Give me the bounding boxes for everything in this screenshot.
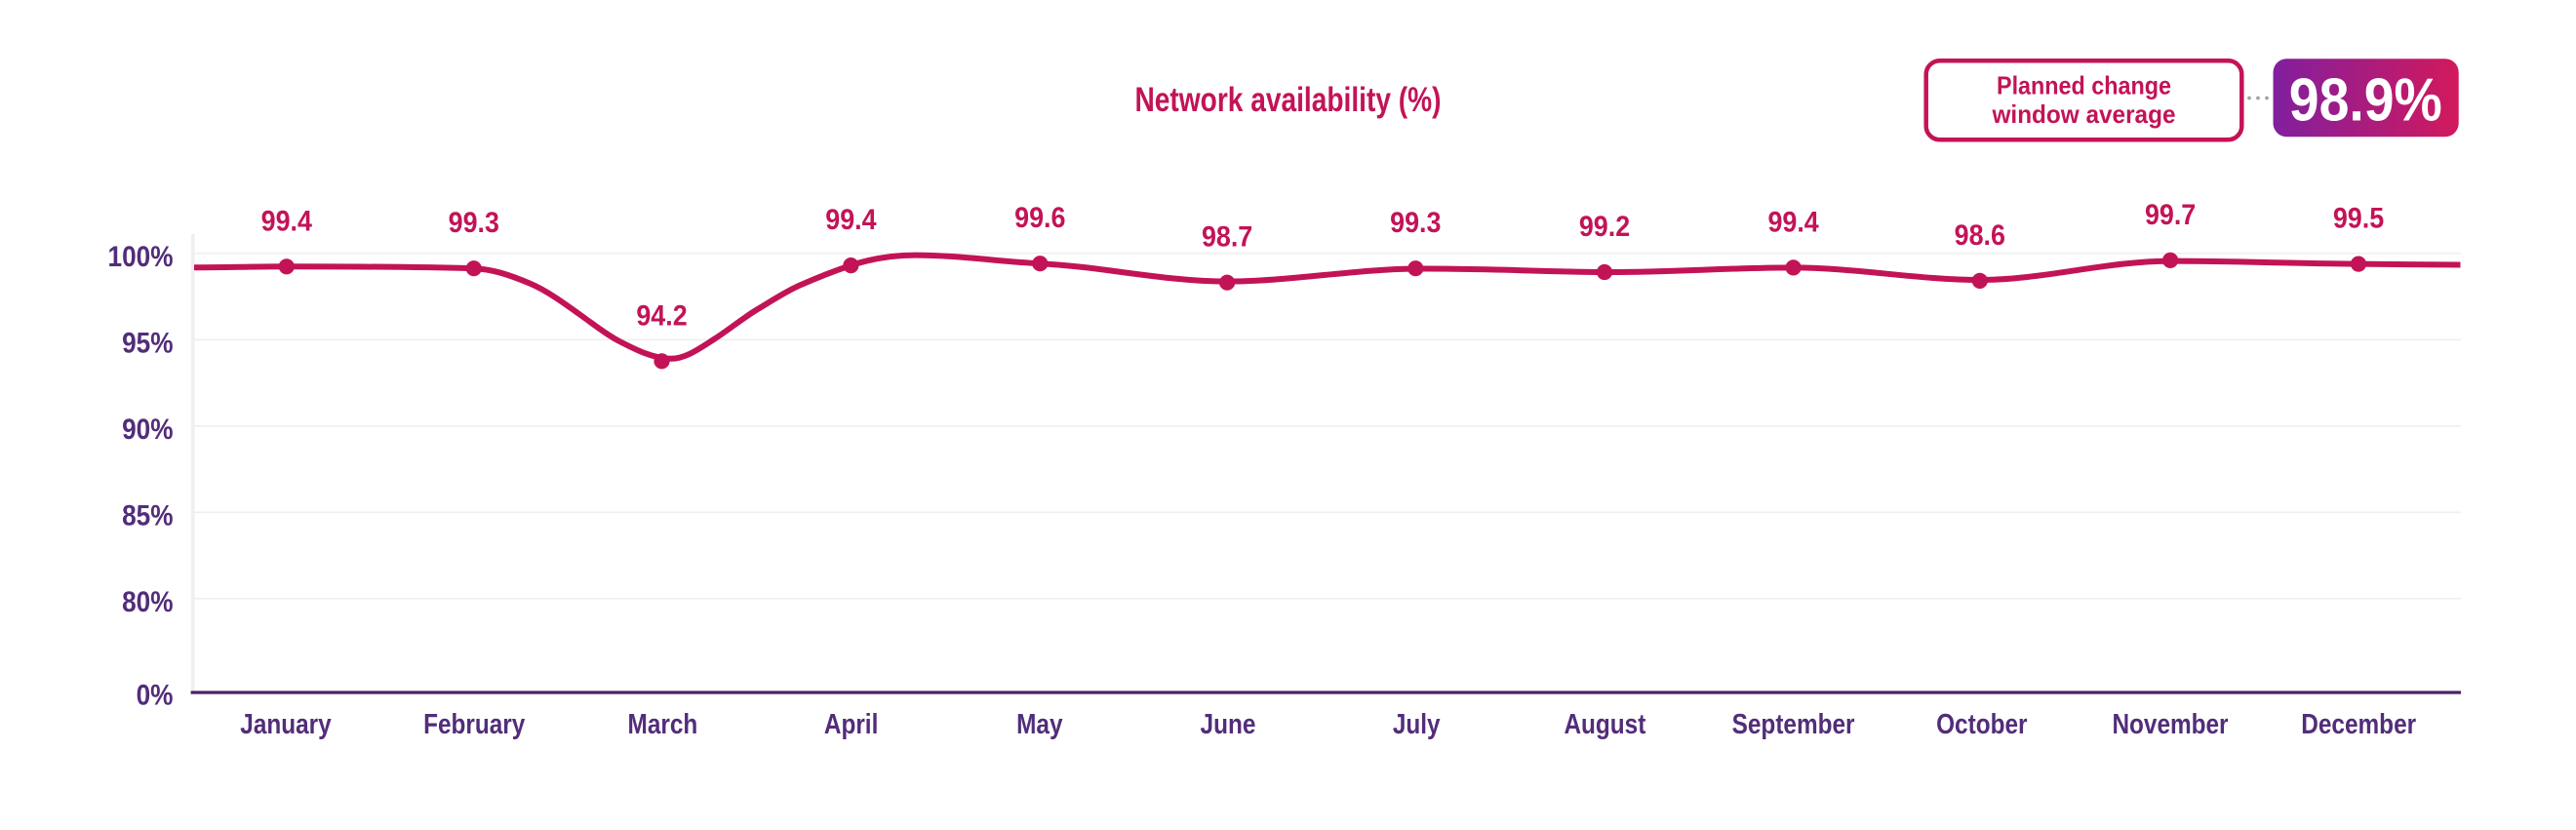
svg-text:99.3: 99.3 [1390,207,1441,239]
svg-text:Network availability (%): Network availability (%) [1135,81,1442,119]
svg-text:99.3: 99.3 [449,207,499,239]
svg-text:99.6: 99.6 [1014,202,1065,234]
svg-text:February: February [423,709,525,740]
svg-text:100%: 100% [108,241,174,273]
svg-text:May: May [1016,709,1062,740]
svg-text:99.2: 99.2 [1579,211,1630,243]
svg-text:85%: 85% [122,500,173,533]
svg-text:98.9%: 98.9% [2289,67,2442,135]
svg-text:April: April [824,709,879,740]
svg-text:98.6: 98.6 [1955,219,2005,252]
svg-text:99.4: 99.4 [825,204,877,236]
svg-text:June: June [1201,709,1256,740]
svg-text:98.7: 98.7 [1202,221,1252,254]
svg-text:November: November [2112,709,2228,740]
svg-text:94.2: 94.2 [636,299,687,332]
svg-text:80%: 80% [122,586,173,618]
svg-text:99.5: 99.5 [2333,203,2384,235]
svg-text:90%: 90% [122,414,173,446]
svg-text:March: March [628,709,698,740]
svg-text:99.7: 99.7 [2145,199,2196,231]
svg-text:99.4: 99.4 [261,205,313,237]
svg-text:October: October [1936,709,2027,740]
svg-text:August: August [1564,709,1645,740]
svg-text:January: January [240,709,331,740]
svg-text:Planned change: Planned change [1997,71,2171,100]
svg-text:September: September [1732,709,1855,740]
svg-text:99.4: 99.4 [1767,206,1819,238]
svg-text:window average: window average [1992,99,2176,129]
svg-text:July: July [1393,709,1441,740]
svg-text:December: December [2301,709,2416,740]
svg-text:0%: 0% [137,680,174,712]
svg-text:95%: 95% [122,328,173,360]
